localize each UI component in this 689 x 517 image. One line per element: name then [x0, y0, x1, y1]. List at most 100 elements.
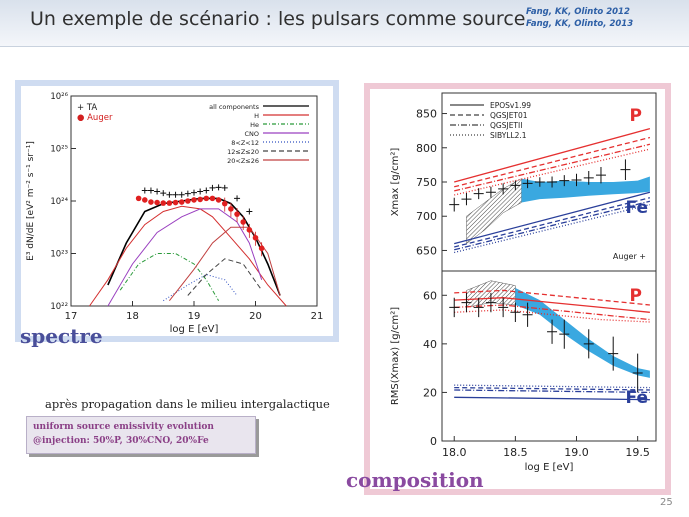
spectre-label: spectre — [20, 324, 103, 348]
propagation-caption: après propagation dans le milieu interga… — [45, 397, 330, 411]
spectrum-model-legend-label: CNO — [244, 130, 259, 138]
ta-data-point — [160, 190, 167, 197]
auger-composition-point — [485, 186, 496, 198]
auger-composition-point — [473, 188, 484, 200]
slide-header: Un exemple de scénario : les pulsars com… — [0, 0, 689, 47]
auger-data-point — [178, 199, 185, 205]
blue-model-band — [515, 288, 650, 378]
auger-composition-point — [510, 180, 521, 191]
ta-data-point — [141, 187, 148, 194]
auger-data-point — [246, 227, 253, 233]
spectrum-xtick-label: 19 — [188, 311, 201, 322]
auger-data-point — [191, 197, 197, 203]
iron-model-line — [454, 191, 651, 245]
iron-model-line — [454, 396, 650, 401]
ta-data-point — [209, 184, 216, 191]
spectrum-ytick-label: 10²⁶ — [50, 92, 68, 102]
iron-model-line — [454, 200, 651, 251]
spectrum-data-legend-entry: ● Auger — [77, 113, 113, 123]
spectrum-xtick-label: 17 — [65, 311, 78, 322]
auger-composition-point — [522, 302, 533, 327]
reference-1: Fang, KK, Olinto 2012 — [526, 7, 630, 17]
composition-ytick-label: 20 — [423, 386, 437, 399]
auger-data-point — [185, 198, 191, 204]
auger-data-point — [154, 199, 160, 206]
proton-model-line — [454, 148, 651, 196]
xmax-legend-label: EPOSv1.99 — [490, 101, 531, 110]
proton-annotation: P — [630, 286, 642, 306]
spectrum-ytick-label: 10²⁴ — [50, 197, 68, 207]
auger-composition-point — [485, 292, 496, 313]
spectrum-model-line — [107, 208, 263, 307]
proton-model-line — [454, 136, 651, 188]
auger-composition-point — [559, 175, 570, 187]
auger-composition-point — [620, 159, 631, 180]
auger-data-point — [252, 234, 259, 241]
iron-annotation: Fe — [626, 198, 648, 218]
auger-data-point — [234, 211, 240, 217]
auger-data-point — [135, 195, 142, 202]
spectrum-xtick-label: 20 — [249, 311, 262, 322]
reference-2: Fang, KK, Olinto, 2013 — [526, 19, 634, 29]
auger-composition-point — [547, 319, 558, 344]
ta-data-point — [215, 184, 222, 191]
ta-data-point — [178, 191, 185, 198]
spectrum-xlabel: log E [eV] — [170, 324, 219, 335]
auger-data-point — [142, 197, 148, 203]
iron-model-line — [454, 386, 650, 391]
composition-xtick-label: 18.5 — [503, 446, 528, 459]
spectrum-model-line — [89, 205, 287, 307]
references: Fang, KK, Olinto 2012 Fang, KK, Olinto, … — [526, 6, 633, 30]
spectrum-model-legend-label: 8<Z<12 — [231, 139, 259, 147]
box-line-1: uniform source emissivity evolution — [33, 422, 214, 432]
ta-data-point — [184, 190, 191, 197]
ta-data-point — [147, 187, 154, 194]
ta-data-point — [221, 184, 228, 191]
auger-composition-point — [595, 166, 606, 184]
ta-data-point — [234, 195, 241, 202]
injection-box: uniform source emissivity evolution @inj… — [26, 416, 256, 454]
proton-model-line — [454, 297, 650, 313]
auger-data-point — [240, 219, 246, 225]
ta-data-point — [246, 208, 253, 215]
proton-model-line — [454, 127, 651, 183]
auger-data-point — [221, 200, 228, 207]
ta-data-point — [166, 191, 173, 198]
spectrum-xtick-label: 21 — [311, 311, 324, 322]
composition-ytick-label: 750 — [416, 176, 437, 189]
iron-model-line — [454, 203, 651, 254]
composition-xlabel: log E [eV] — [525, 462, 574, 473]
spectrum-model-legend-label: all components — [209, 103, 259, 111]
auger-composition-point — [583, 329, 594, 359]
ta-data-point — [191, 189, 197, 196]
spectrum-model-legend-label: He — [250, 121, 259, 129]
xmax-legend-label: QGSJET01 — [490, 111, 528, 120]
composition-ytick-label: 700 — [416, 210, 437, 223]
iron-model-line — [454, 197, 651, 248]
auger-composition-point — [583, 171, 594, 185]
auger-data-point — [215, 197, 222, 203]
spectrum-model-legend-label: 12≤Z≤20 — [227, 148, 259, 156]
auger-data-point — [160, 200, 167, 206]
auger-composition-point — [498, 297, 509, 318]
spectrum-ylabel: E³ dN/dE [eV² m⁻² s⁻¹ sr⁻¹] — [26, 141, 36, 261]
auger-data-point — [166, 200, 173, 206]
auger-data-point — [148, 199, 154, 205]
composition-ylabel: RMS(Xmax) [g/cm²] — [390, 307, 401, 405]
spectrum-model-line — [187, 258, 263, 296]
spectrum-ytick-label: 10²⁵ — [50, 145, 68, 155]
composition-xtick-label: 19.0 — [564, 446, 589, 459]
auger-data-point — [203, 195, 210, 202]
auger-composition-point — [559, 319, 570, 349]
box-line-2: @injection: 50%P, 30%CNO, 20%Fe — [33, 436, 209, 446]
blue-model-band — [521, 176, 650, 203]
spectrum-chart: 17 18 19 20 21 10²² 10²³ 10²⁴ 10²⁵ 10²⁶ log E [eV]… — [26, 92, 324, 335]
proton-model-line — [454, 143, 651, 192]
proton-model-line — [454, 289, 650, 306]
auger-composition-point — [522, 178, 533, 189]
xmax-legend-label: SIBYLL2.1 — [490, 131, 527, 140]
auger-data-point — [172, 199, 179, 206]
spectrum-model-legend-label: H — [254, 112, 259, 120]
composition-ylabel: Xmax [g/cm²] — [390, 148, 401, 217]
composition-ytick-label: 850 — [416, 108, 437, 121]
